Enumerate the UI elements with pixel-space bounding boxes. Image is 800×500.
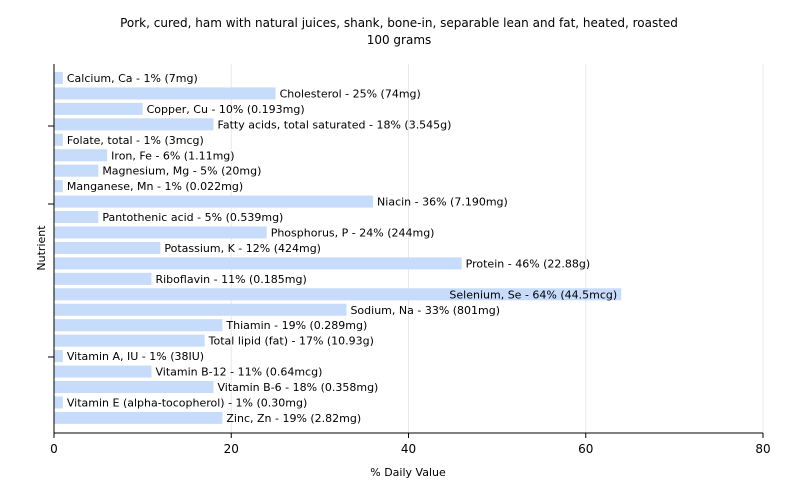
- bar-label: Selenium, Se - 64% (44.5mcg): [449, 288, 617, 301]
- bar-label: Potassium, K - 12% (424mg): [164, 242, 321, 255]
- bar-label: Phosphorus, P - 24% (244mg): [271, 227, 435, 240]
- bar-label: Total lipid (fat) - 17% (10.93g): [208, 335, 374, 348]
- bar-label: Niacin - 36% (7.190mg): [377, 196, 508, 209]
- bar-label: Vitamin E (alpha-tocopherol) - 1% (0.30m…: [67, 396, 307, 409]
- bar: [54, 72, 63, 84]
- bar: [54, 241, 161, 254]
- bar: [54, 102, 143, 115]
- bar: [54, 133, 63, 146]
- bar-label: Protein - 46% (22.88g): [466, 257, 591, 270]
- axes: 0 20 40 60 80: [48, 64, 771, 456]
- bar: [54, 334, 205, 347]
- bar: [54, 195, 374, 208]
- bar: [54, 149, 108, 162]
- bar-label: Iron, Fe - 6% (1.11mg): [111, 149, 234, 162]
- bar: [54, 118, 214, 131]
- bar: [54, 350, 63, 363]
- chart-title: Pork, cured, ham with natural juices, sh…: [120, 16, 678, 30]
- bar: [54, 303, 347, 316]
- bar: [54, 396, 63, 409]
- bar-label: Vitamin B-12 - 11% (0.64mcg): [155, 366, 322, 379]
- bar-label: Calcium, Ca - 1% (7mg): [67, 72, 198, 85]
- x-axis-label: % Daily Value: [370, 466, 446, 479]
- bar-label: Copper, Cu - 10% (0.193mg): [147, 103, 305, 116]
- y-axis-label: Nutrient: [35, 225, 48, 271]
- bar-label: Cholesterol - 25% (74mg): [280, 87, 421, 100]
- bar-label: Vitamin B-6 - 18% (0.358mg): [218, 381, 379, 394]
- grid-lines: [230, 64, 764, 433]
- bar-label: Zinc, Zn - 19% (2.82mg): [226, 412, 361, 425]
- bar: [54, 211, 99, 224]
- bar-label: Sodium, Na - 33% (801mg): [350, 304, 500, 317]
- bar-label: Magnesium, Mg - 5% (20mg): [102, 165, 261, 178]
- bar: [54, 226, 267, 239]
- bars: Calcium, Ca - 1% (7mg) Cholesterol - 25% …: [54, 72, 622, 425]
- bar-label: Riboflavin - 11% (0.185mg): [155, 273, 306, 286]
- bar: [54, 257, 462, 270]
- bar: [54, 381, 214, 393]
- x-tick-label: 40: [401, 442, 416, 456]
- bar: [54, 87, 276, 100]
- bar-label: Folate, total - 1% (3mcg): [67, 134, 204, 147]
- bar: [54, 288, 622, 301]
- bar: [54, 365, 152, 378]
- bar: [54, 411, 223, 424]
- chart-subtitle: 100 grams: [367, 33, 432, 47]
- x-tick-label: 80: [755, 442, 770, 456]
- bar-label: Thiamin - 19% (0.289mg): [225, 319, 367, 332]
- x-tick-label: 60: [578, 442, 593, 456]
- bar: [54, 319, 223, 332]
- bar-label: Manganese, Mn - 1% (0.022mg): [67, 180, 243, 193]
- bar: [54, 272, 152, 285]
- bar: [54, 164, 99, 177]
- x-tick-label: 0: [50, 442, 58, 456]
- x-tick-label: 20: [224, 442, 239, 456]
- bar-label: Fatty acids, total saturated - 18% (3.54…: [218, 118, 452, 131]
- bar-label: Pantothenic acid - 5% (0.539mg): [102, 211, 283, 224]
- bar-label: Vitamin A, IU - 1% (38IU): [67, 350, 204, 363]
- bar: [54, 180, 63, 193]
